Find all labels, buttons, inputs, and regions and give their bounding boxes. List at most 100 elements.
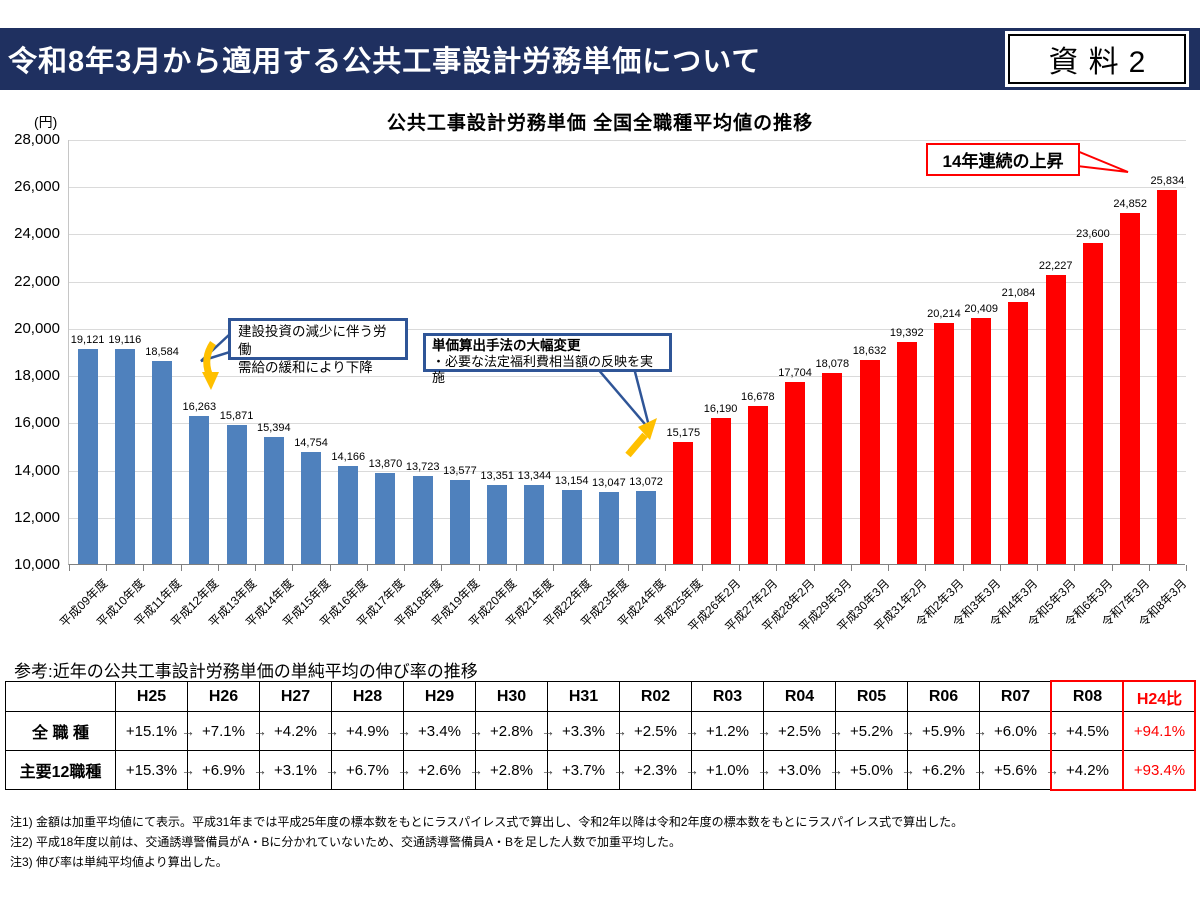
growth-cell: +6.9% → — [187, 750, 267, 790]
callout-decline: 建設投資の減少に伴う労働 需給の緩和により下降 — [228, 318, 408, 375]
bar-value-label: 16,190 — [703, 402, 738, 415]
axis-tick — [292, 565, 294, 571]
bar-value-label: 18,584 — [145, 346, 179, 359]
y-axis-label: 14,000 — [14, 461, 60, 479]
axis-tick — [441, 565, 443, 571]
arrow-separator: → — [397, 762, 411, 778]
axis-tick — [664, 565, 666, 571]
bar-value-label: 21,084 — [1001, 287, 1036, 300]
bar — [1157, 190, 1178, 564]
growth-value: +3.4% — [418, 722, 461, 740]
note-line: 注1) 金額は加重平均値にて表示。平成31年までは平成25年度の標本数をもとにラ… — [10, 815, 964, 829]
gridline — [69, 281, 1186, 283]
bar — [673, 441, 694, 564]
arrow-separator: → — [613, 723, 627, 739]
growth-cell: +3.0% → — [763, 750, 843, 790]
bar-value-label: 23,600 — [1076, 227, 1110, 240]
growth-cell: +2.6% → — [403, 750, 483, 790]
col-header: R05 — [835, 681, 908, 712]
arrow-separator: → — [541, 723, 555, 739]
bar-value-label: 13,723 — [405, 461, 440, 474]
growth-value: +2.8% — [490, 761, 533, 779]
growth-value: +1.0% — [706, 761, 749, 779]
axis-tick — [1186, 565, 1187, 571]
col-header: R06 — [907, 681, 980, 712]
bar — [822, 373, 843, 564]
note-line: 注2) 平成18年度以前は、交通誘導警備員がA・Bに分かれていないため、交通誘導… — [10, 835, 682, 849]
arrow-separator: → — [325, 762, 339, 778]
bar — [524, 485, 545, 564]
bar-value-label: 13,344 — [517, 470, 552, 483]
callout-decline-line1: 建設投資の減少に伴う労働 — [238, 324, 387, 357]
axis-tick — [69, 565, 70, 571]
col-header: H29 — [403, 681, 476, 712]
axis-tick — [776, 565, 778, 571]
bar-value-label: 17,704 — [778, 367, 812, 380]
bar — [859, 360, 880, 564]
growth-value: +2.8% — [490, 722, 533, 740]
callout-method-change: 単価算出手法の大幅変更 ・必要な法定福利費相当額の反映を実施 — [423, 333, 672, 385]
col-header: R07 — [979, 681, 1052, 712]
growth-value: +6.2% — [922, 761, 965, 779]
axis-tick — [180, 565, 182, 571]
arrow-separator: → — [757, 762, 771, 778]
axis-tick — [404, 565, 406, 571]
growth-cell: +2.8% → — [475, 750, 555, 790]
arrow-separator: → — [685, 762, 699, 778]
bar — [412, 476, 433, 564]
y-axis-label: 18,000 — [14, 367, 60, 385]
bar-value-label: 13,870 — [368, 457, 403, 470]
bar-value-label: 24,852 — [1113, 198, 1147, 211]
bar-value-label: 13,047 — [592, 477, 626, 490]
growth-cell: +7.1% → — [187, 711, 267, 751]
arrow-separator: → — [973, 723, 987, 739]
growth-cell: +5.6% → — [979, 750, 1059, 790]
bar — [263, 436, 284, 564]
col-header: H26 — [187, 681, 260, 712]
axis-tick — [1074, 565, 1076, 571]
bar — [375, 472, 396, 564]
bar-value-label: 20,214 — [927, 307, 961, 320]
bar-value-label: 19,392 — [889, 327, 924, 340]
growth-value: +5.9% — [922, 722, 965, 740]
bar — [747, 406, 768, 564]
arrow-separator: → — [1045, 762, 1059, 778]
growth-value: +6.9% — [202, 761, 245, 779]
h24-ratio-cell: +93.4% — [1123, 750, 1196, 790]
growth-cell: +4.2% — [1051, 750, 1124, 790]
callout-streak: 14年連続の上昇 — [926, 143, 1080, 176]
growth-cell: +2.5% → — [619, 711, 699, 751]
arrow-separator: → — [685, 723, 699, 739]
bar — [449, 479, 470, 564]
growth-cell: +1.2% → — [691, 711, 771, 751]
y-axis-label: 28,000 — [14, 131, 60, 148]
bar-value-label: 18,632 — [852, 345, 887, 358]
bar-value-label: 22,227 — [1038, 260, 1073, 273]
y-axis-unit-label: (円) — [34, 114, 58, 130]
bar-value-label: 19,116 — [108, 333, 142, 346]
y-axis-label: 12,000 — [14, 508, 60, 526]
bar — [598, 492, 619, 564]
arrow-separator: → — [901, 762, 915, 778]
growth-value: +3.1% — [274, 761, 317, 779]
arrow-separator: → — [973, 762, 987, 778]
bar-value-label: 19,121 — [70, 333, 105, 346]
axis-tick — [850, 565, 852, 571]
table-title: 参考:近年の公共工事設計労務単価の単純平均の伸び率の推移 — [14, 662, 478, 681]
y-axis-label: 24,000 — [14, 225, 60, 243]
col-header: R08 — [1051, 681, 1124, 712]
bar — [1045, 275, 1066, 564]
callout-method-body: ・必要な法定福利費相当額の反映を実施 — [432, 354, 654, 385]
growth-cell: +6.2% → — [907, 750, 987, 790]
col-header: R04 — [763, 681, 836, 712]
growth-value: +2.5% — [778, 722, 821, 740]
growth-cell: +2.5% → — [763, 711, 843, 751]
bar — [114, 348, 135, 564]
growth-value: +5.6% — [994, 761, 1037, 779]
h24-ratio-cell: +94.1% — [1123, 711, 1196, 751]
arrow-separator: → — [829, 762, 843, 778]
bar-value-label: 25,834 — [1150, 175, 1185, 188]
bar-value-label: 16,678 — [740, 391, 775, 404]
axis-tick — [143, 565, 145, 571]
